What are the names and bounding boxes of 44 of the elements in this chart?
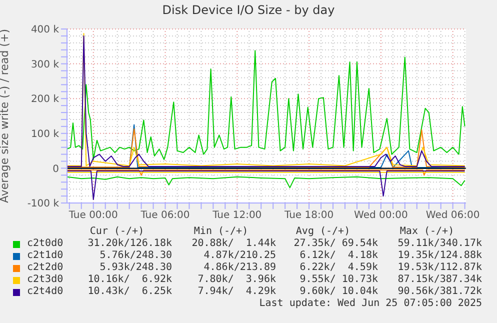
x-tick-label: Wed 06:00 [426, 210, 480, 222]
text: 19.53k/112.87k [396, 262, 482, 273]
text: 27.35k/ 69.54k [292, 238, 378, 249]
text: 4.86k/213.89 [202, 262, 276, 273]
text: 9.55k/ 10.73k [298, 274, 378, 285]
text: 20.88k/ 1.44k [190, 238, 276, 249]
text: 10.43k/ 6.25k [86, 286, 172, 297]
text: 31.20k/126.18k [86, 238, 172, 249]
y-tick-label: 200 k [30, 94, 60, 106]
text: Min (-/+) [192, 226, 250, 237]
x-tick-label: Wed 00:00 [354, 210, 408, 222]
text: 6.22k/ 4.59k [298, 262, 378, 273]
text: 59.11k/340.17k [396, 238, 482, 249]
text: Avg (-/+) [294, 226, 352, 237]
chart-title: Disk Device I/O Size - by day [161, 3, 336, 17]
text: 9.60k/ 10.04k [298, 286, 378, 297]
legend-label: c2t3d0 [27, 274, 64, 285]
x-tick-label: Tue 06:00 [140, 210, 190, 222]
text: 87.15k/387.34k [396, 274, 482, 285]
y-tick-label: 100 k [30, 128, 60, 140]
x-tick-label: Tue 00:00 [68, 210, 118, 222]
text: 5.93k/248.30 [98, 262, 172, 273]
x-tick-label: Tue 18:00 [283, 210, 334, 222]
legend-label: c2t2d0 [27, 262, 64, 273]
text: 90.56k/381.72k [396, 286, 482, 297]
y-tick-label: 400 k [30, 24, 60, 36]
text: 19.35k/124.88k [396, 250, 482, 261]
legend-label: c2t0d0 [27, 238, 64, 249]
text: 7.94k/ 4.29k [196, 286, 276, 297]
y-tick-label: 300 k [30, 59, 60, 70]
legend-label: c2t1d0 [27, 250, 64, 261]
text: 4.87k/210.25 [202, 250, 276, 261]
y-axis-title: Average size write (-) / read (+) [0, 29, 11, 203]
text: Last update: Wed Jun 25 07:05:00 2025 [258, 298, 482, 309]
x-tick-label: Tue 12:00 [212, 210, 262, 222]
text: Cur (-/+) [88, 226, 146, 237]
text: Max (-/+) [398, 226, 456, 237]
y-tick-label: -100 k [27, 198, 60, 210]
legend-label: c2t4d0 [27, 286, 64, 297]
text: 6.12k/ 4.18k [298, 250, 378, 261]
text: 7.80k/ 3.96k [196, 274, 276, 285]
y-tick-label: 0 [52, 164, 59, 175]
text: 5.76k/248.30 [98, 250, 172, 261]
text: 10.16k/ 6.92k [86, 274, 172, 285]
